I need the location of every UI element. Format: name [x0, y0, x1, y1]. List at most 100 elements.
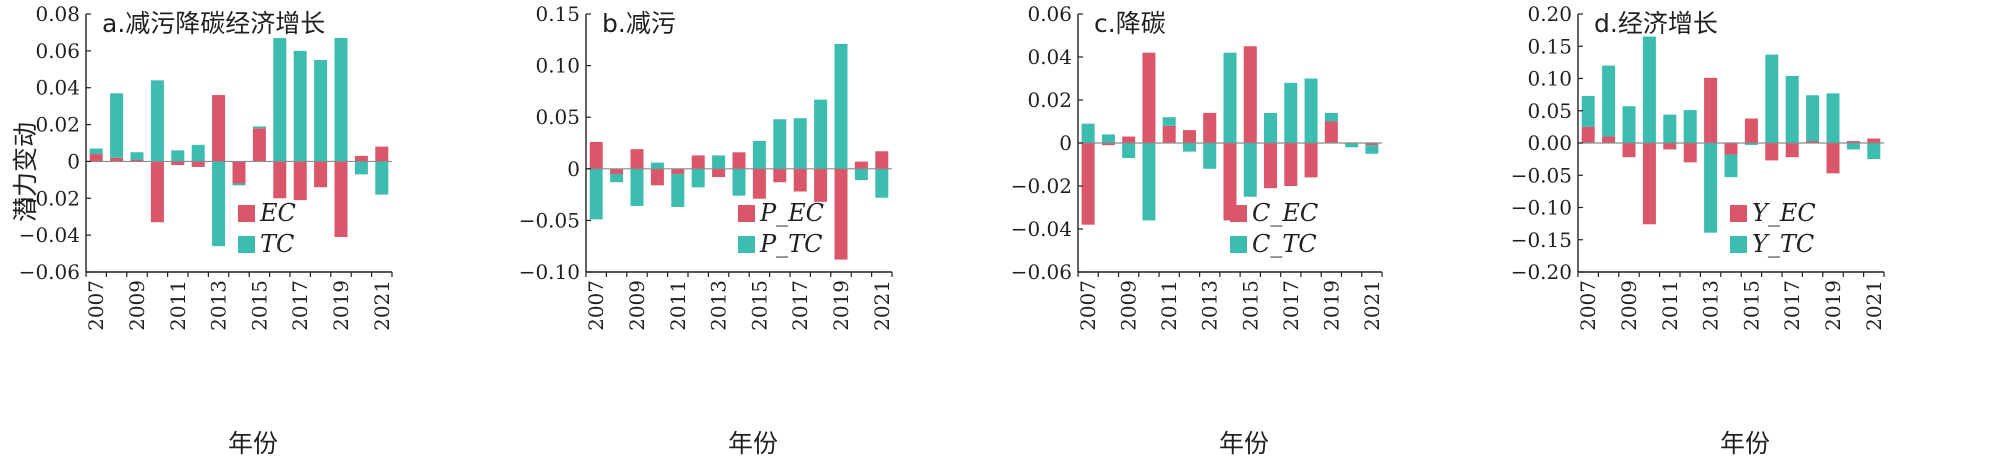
- bar-C_EC-2019: [1324, 121, 1338, 143]
- bar-Y_EC-2015: [1744, 118, 1758, 143]
- bar-EC-2018: [314, 161, 328, 188]
- x-tick-label: 2011: [166, 280, 190, 331]
- y-tick-label: 0.04: [35, 76, 80, 100]
- x-axis-label: 年份: [228, 429, 278, 458]
- x-tick-label: 2011: [1658, 280, 1682, 331]
- bar-P_EC-2008: [610, 168, 624, 174]
- bar-TC-2010: [150, 80, 164, 162]
- bar-TC-2007: [89, 148, 103, 155]
- bar-Y_EC-2018: [1806, 141, 1820, 143]
- panel-title: b.减污: [602, 9, 676, 38]
- y-axis-label: 潜力变动: [11, 122, 40, 222]
- bar-EC-2012: [191, 161, 205, 167]
- legend-swatch-EC: [238, 205, 255, 222]
- bar-C_EC-2011: [1162, 125, 1176, 143]
- bar-P_TC-2010: [650, 162, 664, 169]
- x-axis-label: 年份: [728, 429, 778, 458]
- panel-title: d.经济增长: [1594, 9, 1718, 38]
- bar-Y_TC-2019: [1826, 93, 1840, 143]
- bar-P_TC-2019: [834, 43, 848, 169]
- y-tick-label: −0.05: [519, 208, 580, 232]
- bar-C_EC-2015: [1243, 46, 1257, 143]
- panel-title: c.降碳: [1094, 9, 1166, 38]
- y-tick-label: 0.15: [1527, 34, 1572, 58]
- bar-C_EC-2007: [1081, 143, 1095, 225]
- bar-P_EC-2018: [814, 168, 828, 202]
- bar-P_TC-2017: [793, 118, 807, 169]
- bar-C_TC-2011: [1162, 117, 1176, 126]
- x-tick-label: 2021: [370, 280, 394, 331]
- bar-P_EC-2014: [732, 152, 746, 169]
- legend-swatch-TC: [238, 236, 255, 253]
- bar-P_EC-2021: [875, 151, 889, 169]
- bar-EC-2015: [252, 128, 266, 162]
- bar-Y_EC-2019: [1826, 143, 1840, 174]
- bar-Y_EC-2010: [1642, 143, 1656, 225]
- bar-EC-2016: [273, 161, 287, 199]
- bar-Y_TC-2015: [1744, 143, 1758, 145]
- bar-P_EC-2019: [834, 168, 848, 260]
- bar-EC-2017: [293, 161, 307, 201]
- bar-P_TC-2008: [610, 173, 624, 183]
- bar-TC-2011: [171, 150, 185, 162]
- y-tick-label: 0: [1059, 131, 1072, 155]
- x-tick-label: 2015: [747, 280, 771, 331]
- bar-C_TC-2014: [1223, 52, 1237, 144]
- x-tick-label: 2013: [707, 280, 731, 331]
- bar-Y_TC-2021: [1867, 143, 1881, 160]
- panel-2: −0.06 −0.04 −0.02 0 0.02 0.04 0.06 2007 2009 2011…: [1011, 2, 1384, 458]
- bar-P_TC-2007: [589, 168, 603, 220]
- bar-C_EC-2012: [1182, 130, 1196, 143]
- bar-TC-2015: [252, 126, 266, 129]
- bar-Y_TC-2014: [1724, 154, 1738, 178]
- bar-EC-2008: [110, 157, 124, 162]
- bar-C_TC-2020: [1345, 143, 1359, 148]
- y-tick-label: 0.06: [1027, 2, 1072, 26]
- bar-P_EC-2013: [712, 168, 726, 178]
- x-tick-label: 2009: [1117, 280, 1141, 331]
- y-tick-label: 0.15: [535, 2, 580, 26]
- bar-TC-2021: [375, 161, 389, 195]
- bar-P_TC-2013: [712, 155, 726, 169]
- bar-C_EC-2016: [1264, 143, 1278, 189]
- x-axis-label: 年份: [1720, 429, 1770, 458]
- bar-TC-2019: [334, 37, 348, 162]
- bar-TC-2016: [273, 37, 287, 162]
- x-tick-label: 2017: [288, 280, 312, 331]
- bar-EC-2013: [212, 95, 226, 162]
- bar-Y_TC-2009: [1622, 106, 1636, 143]
- bar-Y_TC-2011: [1663, 114, 1677, 143]
- y-tick-label: 0.02: [1027, 88, 1072, 112]
- y-tick-label: 0: [567, 157, 580, 181]
- legend-label-Y_TC: Y_TC: [1752, 230, 1814, 258]
- bar-C_EC-2010: [1142, 52, 1156, 144]
- x-tick-label: 2021: [1862, 280, 1886, 331]
- bar-Y_TC-2017: [1785, 75, 1799, 143]
- bar-Y_EC-2020: [1846, 141, 1860, 143]
- bar-EC-2019: [334, 161, 348, 237]
- bar-C_EC-2013: [1203, 112, 1217, 143]
- y-tick-label: 0.02: [35, 113, 80, 137]
- bar-P_TC-2021: [875, 168, 889, 198]
- y-tick-label: 0.05: [535, 105, 580, 129]
- x-tick-label: 2019: [1319, 280, 1343, 331]
- legend-label-EC: EC: [259, 199, 296, 227]
- bar-P_EC-2020: [854, 161, 868, 169]
- legend-label-Y_EC: Y_EC: [1752, 199, 1816, 227]
- x-tick-label: 2021: [870, 280, 894, 331]
- bar-Y_EC-2011: [1663, 143, 1677, 150]
- bar-P_TC-2009: [630, 168, 644, 206]
- bar-C_EC-2017: [1284, 143, 1298, 186]
- bar-Y_TC-2016: [1765, 54, 1779, 143]
- bar-TC-2014: [232, 183, 246, 186]
- x-tick-label: 2015: [1739, 280, 1763, 331]
- bar-C_TC-2021: [1365, 145, 1379, 154]
- y-tick-label: −0.20: [1511, 260, 1572, 284]
- bar-Y_EC-2009: [1622, 143, 1636, 158]
- legend-label-P_TC: P_TC: [759, 230, 823, 258]
- y-tick-label: −0.02: [1011, 174, 1072, 198]
- bar-P_EC-2015: [752, 168, 766, 199]
- bar-P_EC-2012: [691, 155, 705, 169]
- x-tick-label: 2019: [329, 280, 353, 331]
- bar-C_TC-2010: [1142, 143, 1156, 221]
